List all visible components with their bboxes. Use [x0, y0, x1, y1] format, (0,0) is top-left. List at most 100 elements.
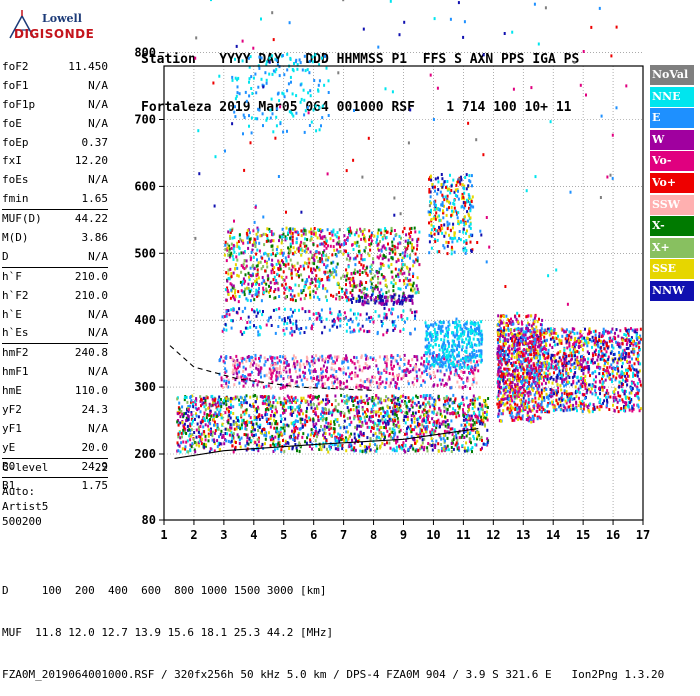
echo-point — [569, 397, 571, 400]
echo-point — [543, 354, 545, 357]
echo-point — [528, 323, 530, 326]
echo-point — [514, 370, 516, 373]
echo-point — [195, 397, 197, 400]
echo-point — [619, 395, 621, 398]
echo-point — [509, 350, 511, 353]
echo-point — [359, 365, 361, 368]
echo-point — [306, 251, 308, 254]
echo-point — [431, 397, 433, 400]
echo-point — [638, 378, 640, 381]
echo-point — [361, 421, 363, 424]
echo-point — [184, 396, 186, 399]
echo-point — [513, 329, 515, 332]
echo-point — [343, 234, 345, 237]
echo-point — [521, 404, 523, 407]
echo-point — [386, 365, 388, 368]
echo-point — [188, 408, 190, 411]
echo-point — [514, 356, 516, 359]
echo-point — [392, 410, 394, 413]
echo-point — [473, 368, 475, 371]
echo-point — [531, 335, 533, 338]
echo-point — [622, 379, 624, 382]
echo-point — [263, 386, 265, 389]
echo-point — [205, 443, 207, 446]
echo-point — [619, 399, 621, 402]
echo-point — [219, 448, 221, 451]
echo-point — [594, 370, 596, 373]
echo-point — [426, 446, 428, 449]
echo-point — [320, 417, 322, 420]
echo-point — [553, 378, 555, 381]
echo-point — [604, 362, 606, 365]
echo-point — [538, 365, 540, 368]
echo-point — [177, 449, 179, 452]
echo-point — [282, 439, 284, 442]
echo-point — [190, 395, 192, 398]
echo-point — [629, 401, 631, 404]
echo-point — [345, 354, 347, 357]
echo-point — [347, 438, 349, 441]
echo-point — [373, 411, 375, 414]
echo-point — [216, 415, 218, 418]
echo-point — [550, 395, 552, 398]
echo-point — [520, 369, 522, 372]
echo-point — [447, 402, 449, 405]
echo-point — [511, 344, 513, 347]
echo-point — [634, 384, 636, 387]
echo-point — [191, 442, 193, 445]
echo-point — [281, 418, 283, 421]
echo-point — [293, 354, 295, 357]
echo-point — [234, 361, 236, 364]
echo-point — [438, 395, 440, 398]
echo-point — [371, 283, 373, 286]
echo-point — [613, 336, 615, 339]
echo-point — [361, 442, 363, 445]
echo-point — [272, 405, 274, 408]
echo-point — [512, 415, 514, 418]
echo-point — [528, 381, 530, 384]
echo-point — [255, 363, 257, 366]
echo-point — [477, 398, 479, 401]
echo-point — [440, 383, 442, 386]
echo-point — [583, 393, 585, 396]
echo-point — [558, 339, 560, 342]
echo-point — [619, 329, 621, 332]
echo-point — [399, 445, 401, 448]
echo-point — [628, 330, 630, 333]
echo-point — [325, 412, 327, 415]
echo-point — [525, 400, 527, 403]
echo-point — [500, 357, 502, 360]
echo-point — [524, 390, 526, 393]
echo-point — [346, 400, 348, 403]
echo-point — [563, 366, 565, 369]
echo-point — [340, 394, 342, 397]
echo-point — [348, 409, 350, 412]
echo-point — [487, 406, 489, 409]
echo-point — [528, 391, 530, 394]
echo-point — [615, 398, 617, 401]
echo-point — [464, 385, 466, 388]
echo-point — [182, 429, 184, 432]
echo-point — [400, 409, 402, 412]
echo-point — [621, 376, 623, 379]
echo-point — [605, 396, 607, 399]
echo-point — [186, 401, 188, 404]
echo-point — [316, 435, 318, 438]
echo-point — [203, 397, 205, 400]
echo-point — [572, 327, 574, 330]
echo-point — [410, 444, 412, 447]
echo-point — [207, 419, 209, 422]
echo-point — [315, 354, 317, 357]
echo-point — [597, 363, 599, 366]
echo-point — [619, 343, 621, 346]
echo-point — [637, 382, 639, 385]
echo-point — [293, 421, 295, 424]
echo-point — [576, 356, 578, 359]
echo-point — [497, 323, 499, 326]
echo-point — [196, 415, 198, 418]
echo-point — [474, 443, 476, 446]
echo-point — [444, 430, 446, 433]
echo-point — [455, 444, 457, 447]
echo-point — [429, 394, 431, 397]
echo-point — [453, 435, 455, 438]
